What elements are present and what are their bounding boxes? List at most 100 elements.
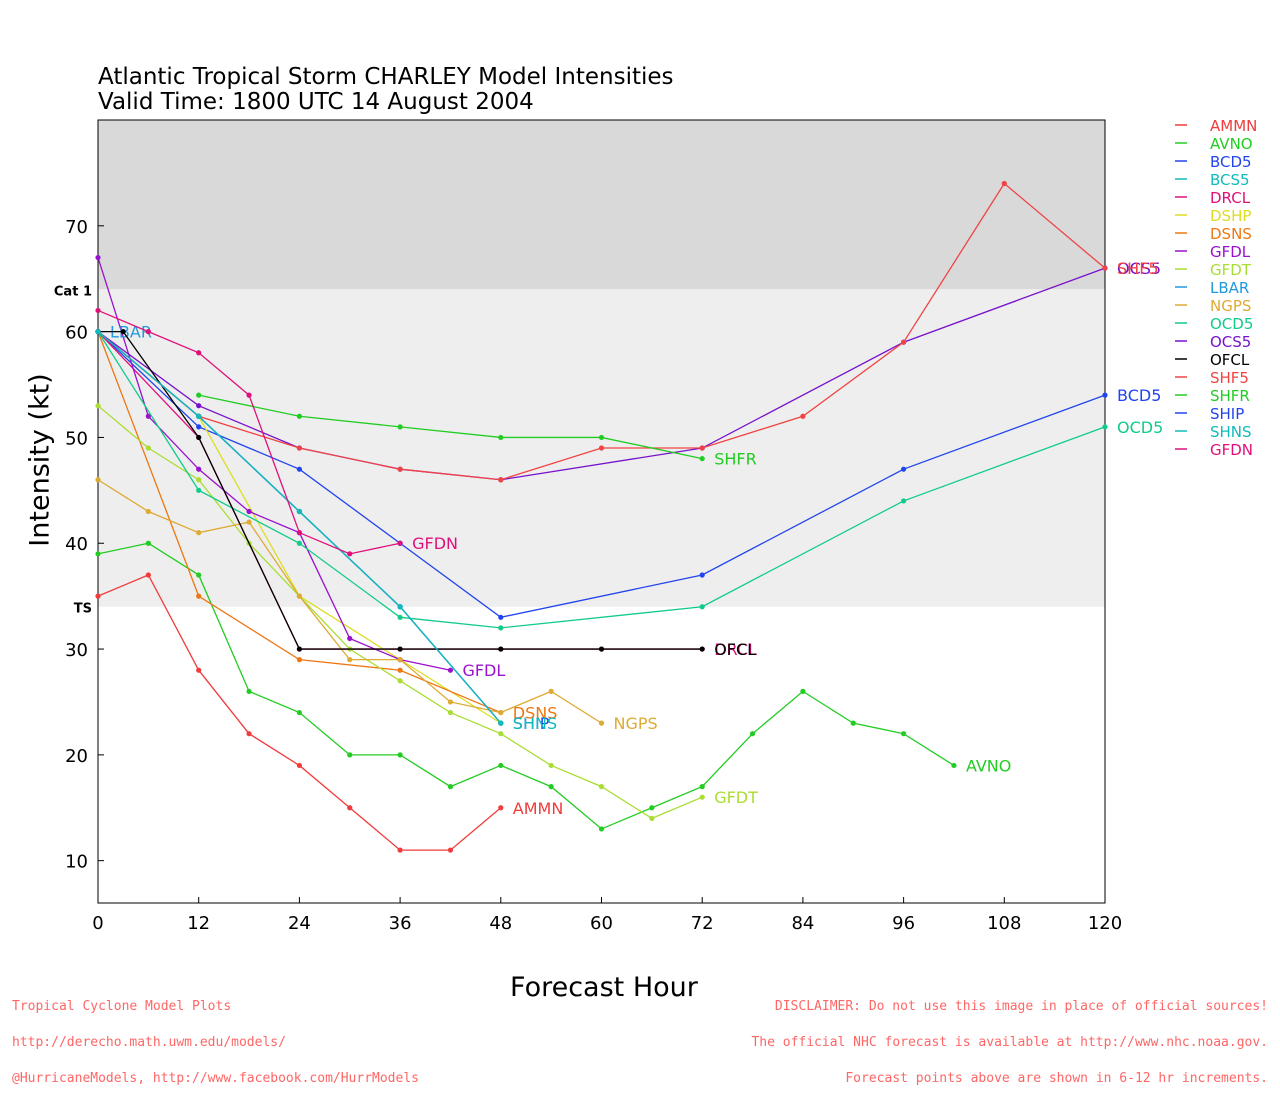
data-point-avno [246, 688, 252, 694]
data-point-avno [95, 551, 101, 557]
y-tick-label: 20 [65, 746, 88, 767]
data-point-ammn [145, 572, 151, 578]
data-point-ofcl [196, 434, 202, 441]
data-point-shf5 [800, 413, 806, 419]
data-point-ocd5 [1102, 424, 1108, 430]
data-point-ocd5 [296, 540, 302, 546]
data-point-ngps [498, 709, 504, 716]
data-point-avno [901, 731, 907, 737]
data-point-shfr [699, 455, 705, 462]
data-point-avno [649, 805, 655, 811]
legend-entry-ocd5: OCD5 [1210, 315, 1253, 333]
x-tick-label: 24 [288, 913, 311, 934]
series-line-shfr [198, 394, 703, 460]
data-point-avno [598, 826, 605, 832]
data-point-ofcl [120, 329, 126, 335]
footer-left: Tropical Cyclone Model Plots http://dere… [12, 977, 419, 1097]
data-point-shns [196, 413, 202, 419]
data-point-ofcl [498, 646, 504, 652]
data-point-ocd5 [397, 614, 403, 620]
data-point-ngps [95, 477, 101, 483]
data-point-gfdl [246, 508, 252, 515]
y-tick-label: 60 [65, 323, 88, 344]
data-point-ngps [296, 593, 302, 599]
data-point-gfdt [95, 403, 101, 409]
data-point-shf5 [699, 445, 705, 451]
data-point-shfr [296, 413, 302, 419]
data-point-bcd5 [498, 614, 504, 620]
data-point-ammn [296, 762, 302, 769]
data-point-gfdl [447, 667, 454, 673]
data-point-shf5 [498, 477, 504, 483]
end-label-ammn: AMMN [513, 799, 564, 818]
data-point-bcd5 [699, 572, 705, 578]
data-point-ngps [397, 657, 403, 663]
data-point-gfdn [196, 350, 202, 356]
data-point-ammn [347, 805, 353, 811]
data-point-bcd5 [196, 424, 202, 430]
data-point-shf5 [296, 445, 302, 451]
data-point-shns [498, 720, 504, 726]
end-label-shfr: SHFR [714, 450, 757, 469]
series-line-bcd5 [97, 331, 1106, 619]
data-point-dsns [196, 593, 202, 599]
end-label-lbar: LBAR [110, 323, 152, 342]
data-point-avno [397, 752, 403, 758]
data-point-ocd5 [498, 625, 504, 631]
legend-entry-gfdn: GFDN [1210, 441, 1253, 459]
y-axis-title: Intensity (kt) [24, 373, 56, 547]
legend-entry-gfdt: GFDT [1210, 261, 1252, 279]
data-point-gfdt [145, 445, 151, 451]
data-point-gfdl [95, 254, 101, 261]
data-point-gfdt [196, 477, 202, 483]
data-point-ofcl [397, 646, 403, 652]
legend-entry-ofcl: OFCL [1210, 351, 1250, 369]
data-point-dsns [296, 657, 302, 663]
y-tick-label: 10 [65, 852, 88, 873]
end-label-ngps: NGPS [614, 714, 658, 733]
footer-disclaimer-line-2: The official NHC forecast is available a… [751, 1035, 1268, 1050]
legend-entry-lbar: LBAR [1210, 279, 1249, 297]
data-point-avno [498, 762, 504, 769]
end-label-gfdl: GFDL [462, 661, 505, 680]
data-point-shf5 [397, 466, 403, 472]
data-point-gfdn [145, 329, 151, 335]
legend-entry-bcd5: BCD5 [1210, 153, 1252, 171]
footer-right: DISCLAIMER: Do not use this image in pla… [751, 977, 1268, 1097]
data-point-ngps [196, 530, 202, 536]
end-label-ofcl: OFCL [714, 640, 756, 659]
data-point-shf5 [1102, 265, 1108, 271]
data-point-shfr [196, 392, 202, 398]
data-point-gfdt [397, 678, 403, 684]
data-point-bcd5 [1102, 392, 1108, 398]
chart-subtitle: Valid Time: 1800 UTC 14 August 2004 [98, 89, 534, 115]
x-tick-label: 120 [1088, 913, 1122, 934]
data-point-ammn [246, 731, 252, 737]
data-point-ocd5 [901, 498, 907, 504]
data-point-ngps [347, 657, 353, 663]
end-label-ocs5: OCS5 [1117, 259, 1161, 278]
legend-entry-drcl: DRCL [1210, 189, 1251, 207]
end-label-shf5: SHF5 [1117, 259, 1159, 278]
data-point-shf5 [598, 445, 605, 451]
data-point-ofcl [598, 646, 605, 652]
footer-left-line-1: Tropical Cyclone Model Plots [12, 999, 232, 1014]
data-point-ngps [447, 699, 454, 705]
data-point-dsns [397, 667, 403, 673]
footer-disclaimer-line-3: Forecast points above are shown in 6-12 … [845, 1071, 1268, 1086]
legend-entry-shfr: SHFR [1210, 387, 1250, 405]
x-tick-label: 48 [489, 913, 512, 934]
data-point-ammn [498, 805, 504, 811]
x-tick-label: 60 [590, 913, 613, 934]
data-point-avno [749, 731, 756, 737]
data-point-shns [95, 329, 101, 335]
data-point-gfdl [196, 466, 202, 472]
legend-entry-bcs5: BCS5 [1210, 171, 1250, 189]
data-point-ngps [598, 720, 605, 726]
data-point-gfdn [296, 530, 302, 536]
x-axis-title: Forecast Hour [510, 972, 698, 1003]
series-line-ocd5 [97, 331, 1106, 629]
data-point-bcd5 [901, 466, 907, 472]
data-point-bcd5 [296, 466, 302, 472]
data-point-avno [699, 784, 705, 790]
